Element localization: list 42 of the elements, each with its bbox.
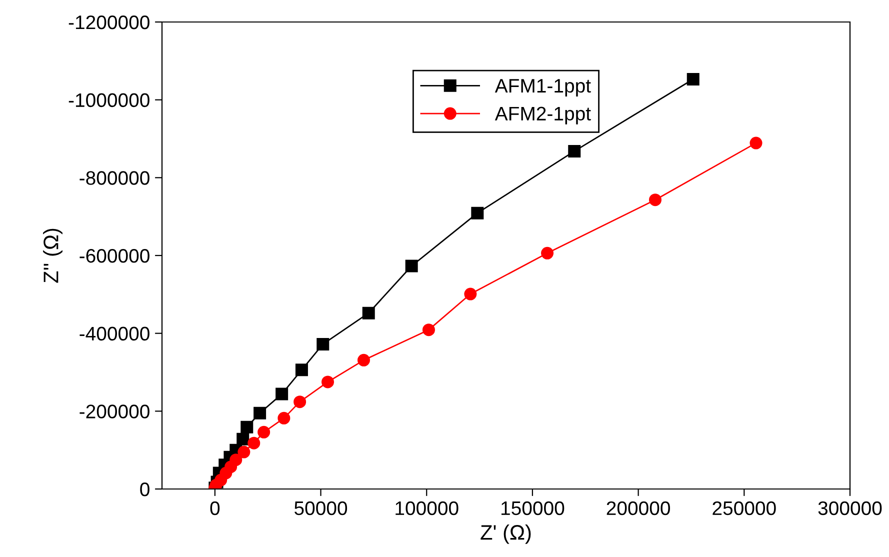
point — [405, 260, 418, 272]
point — [464, 288, 477, 300]
y-tick-label: -200000 — [80, 404, 150, 418]
point — [357, 354, 370, 366]
y-tick-label: -400000 — [80, 326, 150, 341]
x-tick-label: 150000 — [502, 501, 564, 516]
x-tick-label: 50000 — [294, 501, 348, 516]
point — [258, 426, 270, 438]
point — [294, 396, 306, 408]
point — [240, 420, 254, 434]
x-tick-label: 0 — [210, 501, 220, 516]
y-tick-label: 0 — [140, 482, 150, 496]
point — [686, 72, 700, 86]
point — [750, 136, 762, 150]
legend-label: AFM1-1ppt — [494, 79, 591, 97]
x-tick-label: 200000 — [606, 501, 670, 516]
x-axis-title: Z' (Ω) — [480, 524, 531, 544]
point — [238, 446, 250, 458]
point — [254, 406, 266, 420]
point — [471, 206, 484, 220]
point — [248, 436, 260, 450]
point — [362, 306, 375, 320]
point — [322, 376, 334, 388]
point — [295, 364, 308, 376]
y-axis-title: Z'' (Ω) — [43, 228, 62, 283]
x-tick-label: 250000 — [712, 501, 776, 516]
y-tick-label: -1200000 — [68, 15, 150, 30]
x-tick-label: 300000 — [818, 501, 882, 516]
point — [278, 412, 290, 424]
x-tick-label: 100000 — [396, 501, 458, 516]
point — [568, 144, 581, 158]
y-tick-label: -600000 — [80, 248, 150, 263]
point — [316, 338, 330, 350]
legend-label: AFM2-1ppt — [494, 106, 591, 124]
y-tick-label: -1000000 — [68, 93, 150, 108]
point — [276, 388, 288, 400]
point — [648, 194, 662, 206]
point — [422, 324, 435, 336]
y-tick-label: -800000 — [80, 171, 150, 185]
point — [541, 246, 554, 260]
point — [236, 432, 250, 446]
point — [230, 454, 242, 466]
